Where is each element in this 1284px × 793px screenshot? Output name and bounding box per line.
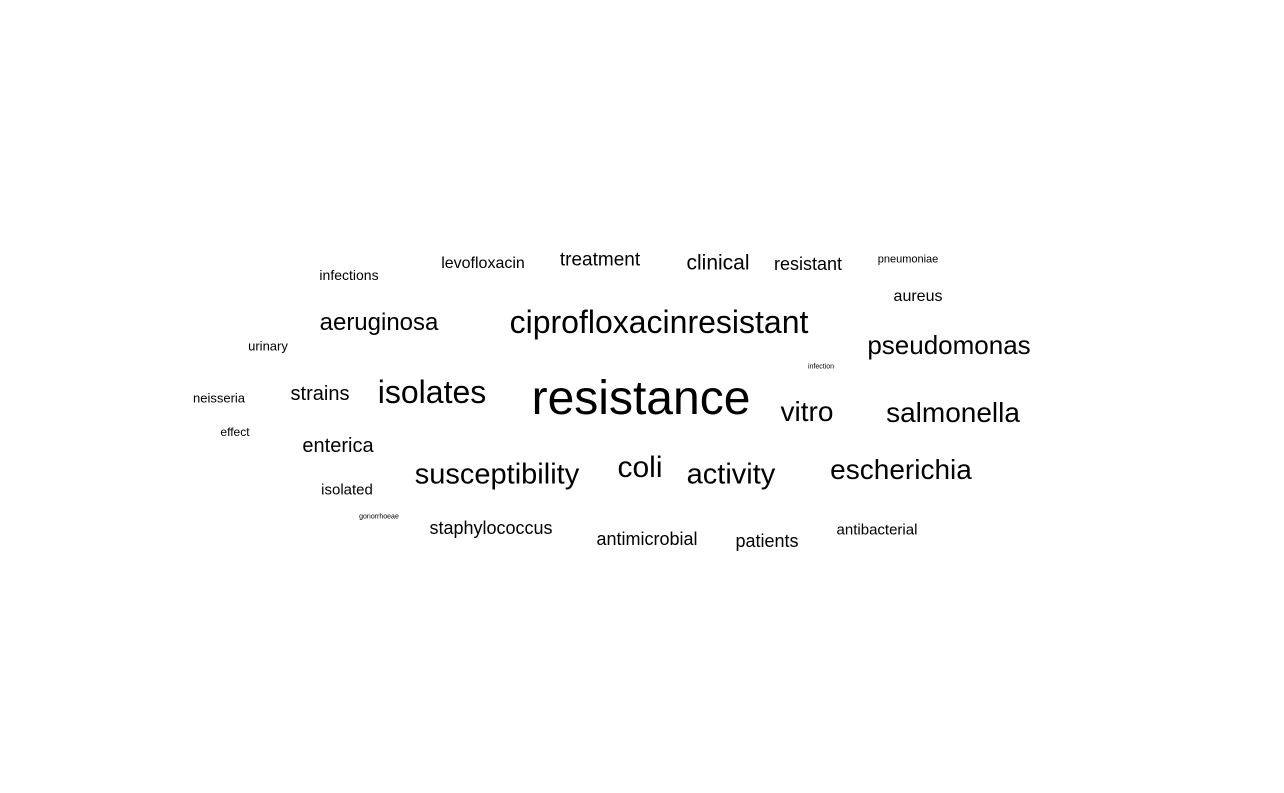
- word-resistance: resistance: [531, 372, 751, 425]
- word-isolates: isolates: [377, 374, 487, 410]
- word-urinary: urinary: [248, 338, 288, 354]
- word-infection: infection: [807, 363, 835, 371]
- word-enterica: enterica: [302, 435, 374, 457]
- word-treatment: treatment: [559, 249, 641, 271]
- word-levofloxacin: levofloxacin: [441, 255, 525, 272]
- word-ciprofloxacinresistant: ciprofloxacinresistant: [509, 304, 809, 340]
- word-antibacterial: antibacterial: [836, 521, 918, 539]
- word-susceptibility: susceptibility: [414, 458, 580, 491]
- word-escherichia: escherichia: [830, 454, 972, 485]
- word-isolated: isolated: [321, 481, 373, 499]
- word-resistant: resistant: [773, 254, 843, 274]
- word-aeruginosa: aeruginosa: [319, 309, 439, 336]
- word-antimicrobial: antimicrobial: [596, 529, 698, 549]
- word-staphylococcus: staphylococcus: [429, 518, 553, 538]
- word-aureus: aureus: [893, 288, 943, 305]
- word-clinical: clinical: [686, 251, 750, 275]
- word-effect: effect: [220, 425, 250, 439]
- word-infections: infections: [319, 267, 379, 283]
- word-strains: strains: [290, 383, 350, 405]
- word-gonorrhoeae: gonorrhoeae: [359, 513, 399, 521]
- word-activity: activity: [686, 458, 776, 491]
- word-coli: coli: [617, 451, 663, 484]
- word-salmonella: salmonella: [886, 397, 1020, 428]
- word-vitro: vitro: [780, 396, 834, 427]
- word-pseudomonas: pseudomonas: [867, 330, 1031, 360]
- word-neisseria: neisseria: [192, 390, 246, 406]
- word-patients: patients: [735, 531, 799, 551]
- word-pneumoniae: pneumoniae: [877, 253, 939, 266]
